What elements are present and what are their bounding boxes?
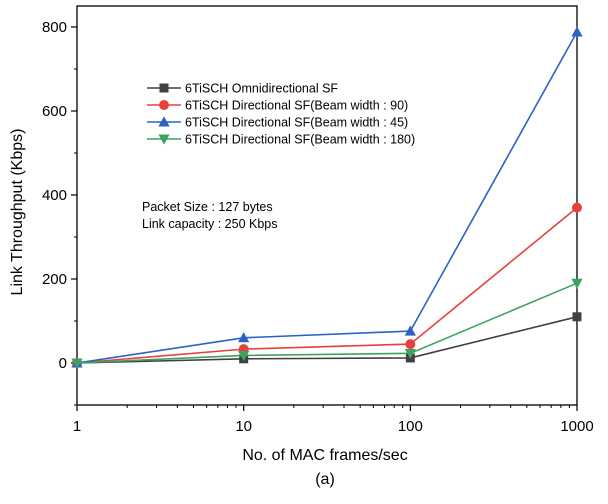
y-tick-label: 0: [59, 355, 67, 372]
chart-sublabel: (a): [315, 471, 335, 488]
y-axis-title: Link Throughput (Kbps): [9, 129, 26, 296]
legend: 6TiSCH Omnidirectional SF 6TiSCH Directio…: [147, 82, 415, 147]
marker-circle: [405, 339, 416, 350]
series-layer: [71, 26, 583, 369]
series-line: [76, 282, 578, 364]
marker-triangle-up: [571, 26, 583, 37]
series-line: [76, 31, 578, 364]
series-3: [71, 278, 583, 369]
y-tick-label: 200: [42, 271, 67, 288]
x-tick-label: 1: [73, 418, 81, 435]
annotations: Packet Size : 127 bytes Link capacity : 2…: [142, 200, 278, 231]
annotation-text: Link capacity : 250 Kbps: [142, 217, 278, 231]
legend-label: 6TiSCH Omnidirectional SF: [185, 82, 338, 96]
marker-square: [572, 312, 582, 322]
series-line: [76, 206, 578, 364]
series-2: [71, 26, 583, 368]
axes: 1 10 100 1000 0 200 400 600 800: [42, 5, 594, 435]
annotation-text: Packet Size : 127 bytes: [142, 200, 273, 214]
legend-label: 6TiSCH Directional SF(Beam width : 180): [185, 133, 415, 147]
marker-triangle-up: [238, 332, 250, 343]
marker-triangle-down: [571, 278, 583, 289]
marker-square: [159, 83, 169, 93]
marker-triangle-up: [158, 116, 170, 127]
legend-entry: 6TiSCH Omnidirectional SF: [147, 82, 338, 96]
marker-triangle-down: [158, 134, 170, 145]
marker-circle: [159, 100, 169, 110]
marker-triangle-down: [238, 350, 250, 362]
y-tick-label: 600: [42, 103, 67, 120]
marker-circle: [572, 202, 582, 213]
legend-label: 6TiSCH Directional SF(Beam width : 45): [185, 116, 408, 130]
y-tick-label: 400: [42, 187, 67, 204]
legend-entry: 6TiSCH Directional SF(Beam width : 45): [147, 116, 408, 130]
marker-triangle-down: [404, 348, 416, 359]
x-tick-label: 10: [235, 418, 252, 435]
legend-entry: 6TiSCH Directional SF(Beam width : 180): [147, 133, 415, 147]
marker-triangle-up: [404, 325, 416, 336]
y-tick-label: 800: [42, 19, 67, 36]
legend-label: 6TiSCH Directional SF(Beam width : 90): [185, 99, 408, 113]
marker-triangle-down: [71, 358, 83, 369]
x-tick-label: 1000: [560, 418, 593, 435]
x-axis-title: No. of MAC frames/sec: [242, 447, 407, 464]
x-tick-label: 100: [398, 418, 423, 435]
series-line: [76, 316, 578, 364]
legend-entry: 6TiSCH Directional SF(Beam width : 90): [147, 99, 408, 113]
